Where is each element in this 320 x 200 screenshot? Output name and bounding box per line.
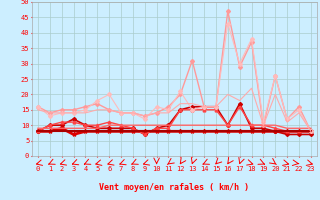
X-axis label: Vent moyen/en rafales ( km/h ): Vent moyen/en rafales ( km/h ) (100, 183, 249, 192)
